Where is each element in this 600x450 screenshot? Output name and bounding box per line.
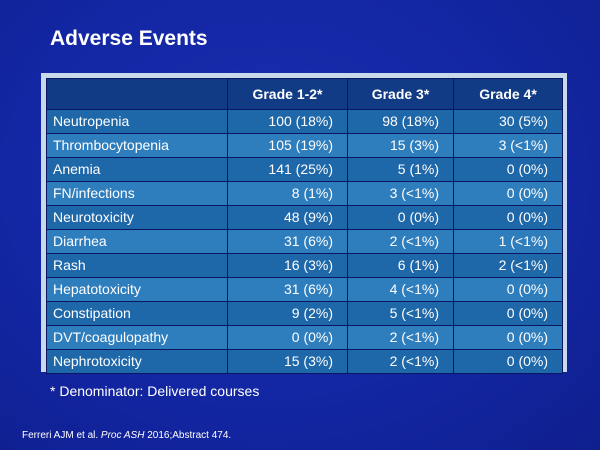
table-header-row: Grade 1-2* Grade 3* Grade 4*: [46, 78, 563, 110]
footnote: * Denominator: Delivered courses: [50, 383, 260, 399]
grade-value-cell: 16 (3%): [227, 253, 348, 278]
table-row: Neutropenia 100 (18%) 98 (18%) 30 (5%): [46, 109, 563, 134]
grade-value-cell: 1 (<1%): [453, 229, 563, 254]
grade-value-cell: 0 (0%): [453, 301, 563, 326]
grade-value-cell: 2 (<1%): [347, 349, 454, 374]
grade-value-cell: 9 (2%): [227, 301, 348, 326]
grade-value-cell: 0 (0%): [453, 181, 563, 206]
grade-value-cell: 4 (<1%): [347, 277, 454, 302]
table-row: Anemia 141 (25%) 5 (1%) 0 (0%): [46, 157, 563, 182]
grade-value-cell: 0 (0%): [453, 325, 563, 350]
event-name-cell: Anemia: [46, 157, 228, 182]
table-row: Nephrotoxicity 15 (3%) 2 (<1%) 0 (0%): [46, 349, 563, 374]
table-row: Thrombocytopenia 105 (19%) 15 (3%) 3 (<1%): [46, 133, 563, 158]
table-row: Constipation 9 (2%) 5 (<1%) 0 (0%): [46, 301, 563, 326]
grade-value-cell: 30 (5%): [453, 109, 563, 134]
grade-value-cell: 100 (18%): [227, 109, 348, 134]
header-cell-grade-1-2: Grade 1-2*: [227, 78, 348, 110]
header-cell-event: [46, 78, 228, 110]
event-name-cell: Neurotoxicity: [46, 205, 228, 230]
grade-value-cell: 0 (0%): [227, 325, 348, 350]
table-header: Grade 1-2* Grade 3* Grade 4*: [46, 78, 563, 110]
grade-value-cell: 0 (0%): [453, 349, 563, 374]
event-name-cell: Rash: [46, 253, 228, 278]
table-row: Rash 16 (3%) 6 (1%) 2 (<1%): [46, 253, 563, 278]
grade-value-cell: 105 (19%): [227, 133, 348, 158]
adverse-events-table: Grade 1-2* Grade 3* Grade 4* Neutropenia…: [46, 78, 563, 374]
event-name-cell: Constipation: [46, 301, 228, 326]
grade-value-cell: 48 (9%): [227, 205, 348, 230]
table-row: FN/infections 8 (1%) 3 (<1%) 0 (0%): [46, 181, 563, 206]
header-cell-grade-3: Grade 3*: [347, 78, 454, 110]
grade-value-cell: 15 (3%): [347, 133, 454, 158]
grade-value-cell: 98 (18%): [347, 109, 454, 134]
event-name-cell: DVT/coagulopathy: [46, 325, 228, 350]
table-row: Neurotoxicity 48 (9%) 0 (0%) 0 (0%): [46, 205, 563, 230]
grade-value-cell: 3 (<1%): [453, 133, 563, 158]
citation-details: 2016;Abstract 474.: [144, 430, 232, 441]
grade-value-cell: 2 (<1%): [453, 253, 563, 278]
event-name-cell: FN/infections: [46, 181, 228, 206]
event-name-cell: Hepatotoxicity: [46, 277, 228, 302]
header-cell-grade-4: Grade 4*: [453, 78, 563, 110]
grade-value-cell: 31 (6%): [227, 229, 348, 254]
grade-value-cell: 2 (<1%): [347, 229, 454, 254]
table-row: Diarrhea 31 (6%) 2 (<1%) 1 (<1%): [46, 229, 563, 254]
event-name-cell: Thrombocytopenia: [46, 133, 228, 158]
grade-value-cell: 0 (0%): [453, 157, 563, 182]
table-row: Hepatotoxicity 31 (6%) 4 (<1%) 0 (0%): [46, 277, 563, 302]
event-name-cell: Diarrhea: [46, 229, 228, 254]
event-name-cell: Neutropenia: [46, 109, 228, 134]
grade-value-cell: 5 (<1%): [347, 301, 454, 326]
adverse-events-table-frame: Grade 1-2* Grade 3* Grade 4* Neutropenia…: [41, 73, 567, 374]
grade-value-cell: 0 (0%): [347, 205, 454, 230]
table-row: DVT/coagulopathy 0 (0%) 2 (<1%) 0 (0%): [46, 325, 563, 350]
grade-value-cell: 0 (0%): [453, 277, 563, 302]
table-body: Neutropenia 100 (18%) 98 (18%) 30 (5%) Throm…: [46, 109, 563, 374]
grade-value-cell: 0 (0%): [453, 205, 563, 230]
grade-value-cell: 15 (3%): [227, 349, 348, 374]
grade-value-cell: 3 (<1%): [347, 181, 454, 206]
grade-value-cell: 31 (6%): [227, 277, 348, 302]
grade-value-cell: 141 (25%): [227, 157, 348, 182]
citation: Ferreri AJM et al. Proc ASH 2016;Abstrac…: [22, 430, 231, 441]
grade-value-cell: 2 (<1%): [347, 325, 454, 350]
slide-title: Adverse Events: [50, 27, 208, 50]
grade-value-cell: 6 (1%): [347, 253, 454, 278]
citation-journal: Proc ASH: [100, 430, 145, 441]
citation-authors: Ferreri AJM et al.: [22, 430, 101, 441]
event-name-cell: Nephrotoxicity: [46, 349, 228, 374]
grade-value-cell: 8 (1%): [227, 181, 348, 206]
grade-value-cell: 5 (1%): [347, 157, 454, 182]
